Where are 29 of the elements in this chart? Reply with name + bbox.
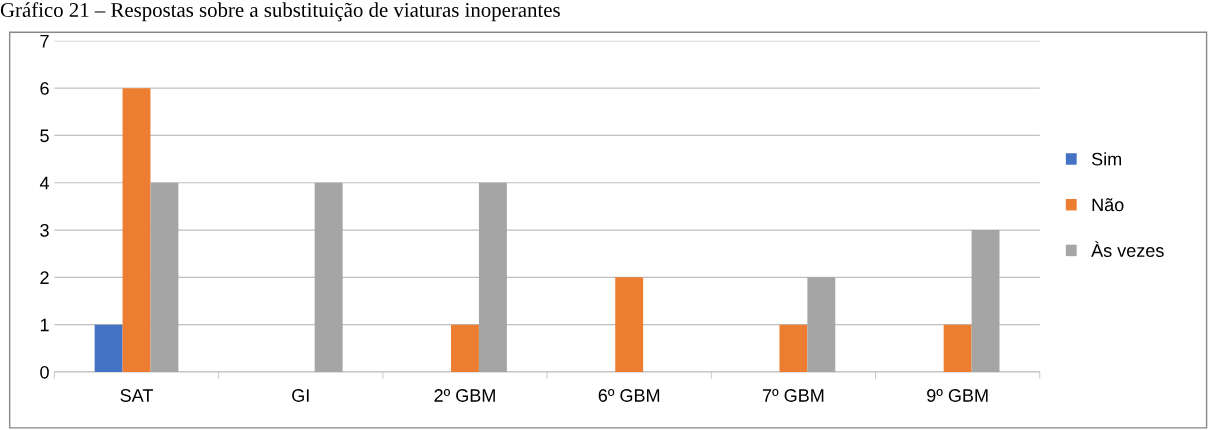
x-tick-label: 2º GBM [434, 389, 495, 402]
bar [451, 324, 479, 372]
legend-label: Sim [1091, 152, 1122, 166]
y-tick-label: 3 [40, 223, 49, 237]
y-tick-label: 6 [40, 82, 49, 95]
x-tick-label: 9º GBM [927, 389, 988, 402]
y-tick-label: 1 [40, 318, 49, 332]
bar [971, 230, 1000, 372]
y-tick-label: 5 [40, 129, 49, 143]
bar [94, 324, 123, 372]
bar [779, 324, 808, 372]
x-tick-label: SAT [120, 389, 153, 402]
bar [122, 88, 151, 372]
bar [150, 182, 179, 372]
legend-label: Não [1092, 198, 1124, 212]
y-tick-label: 4 [39, 176, 50, 190]
y-tick-label: 7 [40, 34, 49, 48]
bar [314, 182, 343, 372]
legend-label: Às vezes [1091, 241, 1164, 257]
bar [478, 182, 507, 372]
x-tick-label: 6º GBM [598, 389, 660, 402]
bar [807, 277, 836, 372]
x-tick-label: 7º GBM [762, 389, 824, 402]
chart-title: Gráfico 21 – Respostas sobre a substituição de viaturas inoperantes [0, 2, 560, 22]
bar [943, 324, 972, 372]
y-tick-label: 2 [40, 271, 49, 284]
y-tick-label: 0 [40, 365, 49, 379]
bar [615, 277, 644, 372]
x-tick-label: GI [292, 389, 309, 402]
